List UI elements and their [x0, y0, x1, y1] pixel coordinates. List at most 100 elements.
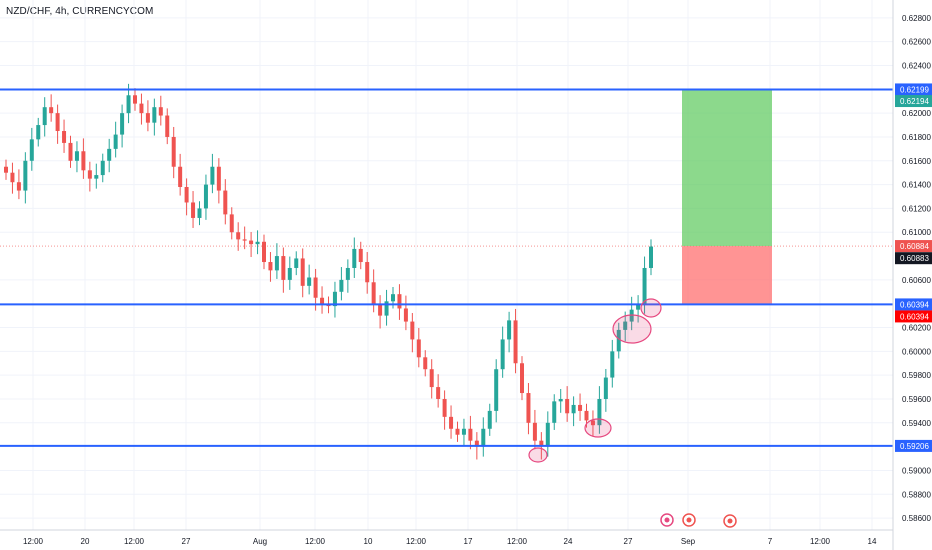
candle-body — [494, 369, 499, 411]
y-tick-label: 0.62000 — [902, 109, 931, 118]
x-tick-label: Sep — [681, 537, 696, 546]
candle-body — [81, 151, 86, 171]
candle-body — [384, 301, 389, 316]
candle-body — [423, 357, 428, 370]
support-resistance-lines[interactable] — [0, 88, 893, 447]
candle-body — [197, 208, 202, 218]
candle-body — [216, 166, 221, 191]
candle-body — [145, 113, 150, 123]
flag-icon[interactable] — [660, 513, 674, 527]
y-tick-label: 0.59800 — [902, 371, 931, 380]
candle-body — [10, 172, 15, 183]
take-profit-zone — [682, 90, 772, 247]
highlight-circle — [584, 418, 612, 438]
candle-body — [133, 95, 137, 104]
candle-body — [449, 416, 454, 429]
candle-body — [590, 420, 595, 426]
y-tick-label: 0.60200 — [902, 324, 931, 333]
candle-body — [487, 410, 492, 429]
candle-body — [455, 428, 460, 435]
candle-body — [623, 321, 628, 330]
candle-body — [629, 309, 634, 322]
candle-body — [255, 241, 260, 245]
price-tag-label: 0.60394 — [900, 300, 929, 309]
candle-body — [545, 422, 550, 447]
stop-loss-zone — [682, 246, 772, 305]
candle-body — [507, 320, 512, 340]
candle-body — [178, 166, 183, 187]
price-tag — [895, 298, 932, 311]
candle-body — [210, 166, 215, 185]
price-tag-label: 0.60884 — [900, 242, 929, 251]
candle-body — [287, 267, 292, 280]
candle-body — [468, 428, 473, 441]
candle-body — [603, 377, 608, 399]
candle-body — [152, 107, 157, 123]
x-tick-label: Aug — [253, 537, 267, 546]
candle-body — [16, 182, 21, 191]
x-tick-label: 7 — [768, 537, 773, 546]
candle-body — [242, 239, 247, 241]
candle-body — [565, 398, 570, 414]
candle-body — [345, 267, 350, 280]
price-tag-label: 0.60394 — [900, 312, 929, 321]
chart-title: NZD/CHF, 4h, CURRENCYCOM — [6, 6, 154, 17]
price-tag-label: 0.62199 — [900, 85, 929, 94]
price-tag-label: 0.59206 — [900, 442, 929, 451]
plus-event-icon-dot — [686, 517, 692, 523]
candle-body — [100, 160, 105, 176]
y-tick-label: 0.61400 — [902, 181, 931, 190]
y-tick-label: 0.58600 — [902, 514, 931, 523]
c-event-icon-dot — [727, 518, 733, 524]
candle-body — [29, 139, 34, 161]
candle-body — [307, 277, 312, 286]
candle-body — [126, 95, 131, 114]
price-tag — [895, 83, 932, 96]
candle-body — [229, 214, 234, 233]
y-tick-label: 0.60600 — [902, 276, 931, 285]
highlight-circle — [612, 314, 652, 344]
candle-body — [610, 351, 615, 378]
price-tag — [895, 310, 932, 323]
y-tick-label: 0.61800 — [902, 133, 931, 142]
x-tick-label: 12:00 — [406, 537, 427, 546]
candle-body — [262, 241, 266, 263]
price-tag-label: 0.60883 — [900, 254, 929, 263]
y-tick-label: 0.62400 — [902, 62, 931, 71]
candle-body — [532, 422, 537, 441]
y-tick-label: 0.59600 — [902, 395, 931, 404]
highlight-circle — [640, 298, 662, 318]
candle-body — [62, 131, 67, 143]
candle-body — [352, 248, 357, 268]
c-event-icon[interactable] — [723, 514, 737, 528]
x-tick-label: 12:00 — [305, 537, 326, 546]
candle-body — [281, 256, 286, 280]
candle-body — [203, 184, 208, 209]
candle-body — [55, 113, 60, 132]
x-tick-label: 17 — [464, 537, 473, 546]
x-tick-label: 12:00 — [23, 537, 44, 546]
x-tick-label: 12:00 — [124, 537, 145, 546]
candle-body — [158, 107, 163, 116]
candle-body — [481, 428, 486, 447]
candle-body — [68, 142, 73, 161]
candle-body — [649, 246, 653, 268]
candles — [4, 83, 653, 460]
y-tick-label: 0.61000 — [902, 228, 931, 237]
candle-body — [474, 440, 479, 447]
candle-body — [571, 404, 576, 414]
candle-body — [113, 134, 118, 149]
event-icons[interactable] — [660, 513, 737, 528]
candle-body — [320, 297, 325, 304]
candle-body — [416, 339, 421, 358]
candle-body — [191, 202, 196, 218]
candle-body — [391, 294, 395, 302]
candle-body — [184, 186, 189, 203]
plus-event-icon[interactable] — [682, 513, 696, 527]
candle-body — [500, 339, 505, 370]
candle-body — [171, 136, 176, 167]
flag-icon-dot — [664, 517, 670, 523]
candle-body — [294, 258, 299, 268]
